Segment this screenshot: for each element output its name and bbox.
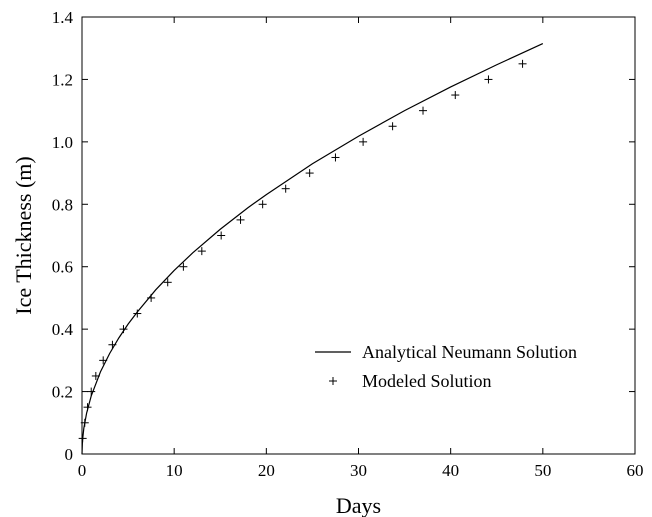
modeled-point-marker [331, 153, 340, 162]
series-analytical-neumann-line [81, 42, 544, 455]
x-tick-label: 40 [442, 461, 459, 480]
modeled-point-marker [518, 59, 527, 68]
modeled-point-marker [99, 356, 108, 365]
modeled-point-marker [281, 184, 290, 193]
y-tick-label: 0.8 [52, 195, 73, 214]
x-axis-title: Days [336, 493, 381, 517]
modeled-point-marker [258, 200, 267, 209]
y-tick-label: 0.4 [52, 320, 74, 339]
y-tick-label: 1.2 [52, 70, 73, 89]
y-tick-label: 1.4 [52, 8, 74, 27]
plot-frame [81, 16, 636, 455]
x-axis-ticks: 0 10 20 30 40 50 60 [78, 17, 644, 480]
x-tick-label: 10 [166, 461, 183, 480]
y-tick-label: 0.2 [52, 383, 73, 402]
plot-border [81, 16, 636, 455]
legend-label-modeled: Modeled Solution [362, 371, 492, 391]
legend: Analytical Neumann Solution Modeled Solut… [315, 342, 577, 391]
modeled-point-marker [388, 122, 397, 131]
modeled-point-marker [305, 169, 314, 178]
modeled-point-marker [163, 278, 172, 287]
modeled-point-marker [133, 309, 142, 318]
modeled-point-marker [83, 403, 92, 412]
series-layer [78, 42, 544, 455]
legend-label-analytical: Analytical Neumann Solution [362, 342, 577, 362]
modeled-point-marker [108, 340, 117, 349]
modeled-point-marker [78, 434, 87, 443]
y-tick-label: 0 [65, 445, 74, 464]
modeled-point-marker [359, 137, 368, 146]
x-tick-label: 60 [627, 461, 644, 480]
y-tick-label: 0.6 [52, 258, 73, 277]
y-axis-title: Ice Thickness (m) [11, 156, 36, 314]
legend-marker-swatch [329, 377, 337, 385]
modeled-point-marker [147, 293, 156, 302]
modeled-point-marker [451, 91, 460, 100]
x-tick-label: 30 [350, 461, 367, 480]
modeled-point-marker [87, 387, 96, 396]
modeled-point-marker [217, 231, 226, 240]
modeled-point-marker [484, 75, 493, 84]
modeled-point-marker [179, 262, 188, 271]
x-tick-label: 0 [78, 461, 87, 480]
y-axis-ticks: 0 0.2 0.4 0.6 0.8 1.0 1.2 1.4 [52, 8, 635, 464]
modeled-point-marker [119, 325, 128, 334]
modeled-point-marker [419, 106, 428, 115]
modeled-point-marker [91, 371, 100, 380]
x-tick-label: 20 [258, 461, 275, 480]
y-tick-label: 1.0 [52, 133, 73, 152]
modeled-point-marker [236, 215, 245, 224]
modeled-point-marker [197, 247, 206, 256]
modeled-point-marker [80, 418, 89, 427]
x-tick-label: 50 [534, 461, 551, 480]
